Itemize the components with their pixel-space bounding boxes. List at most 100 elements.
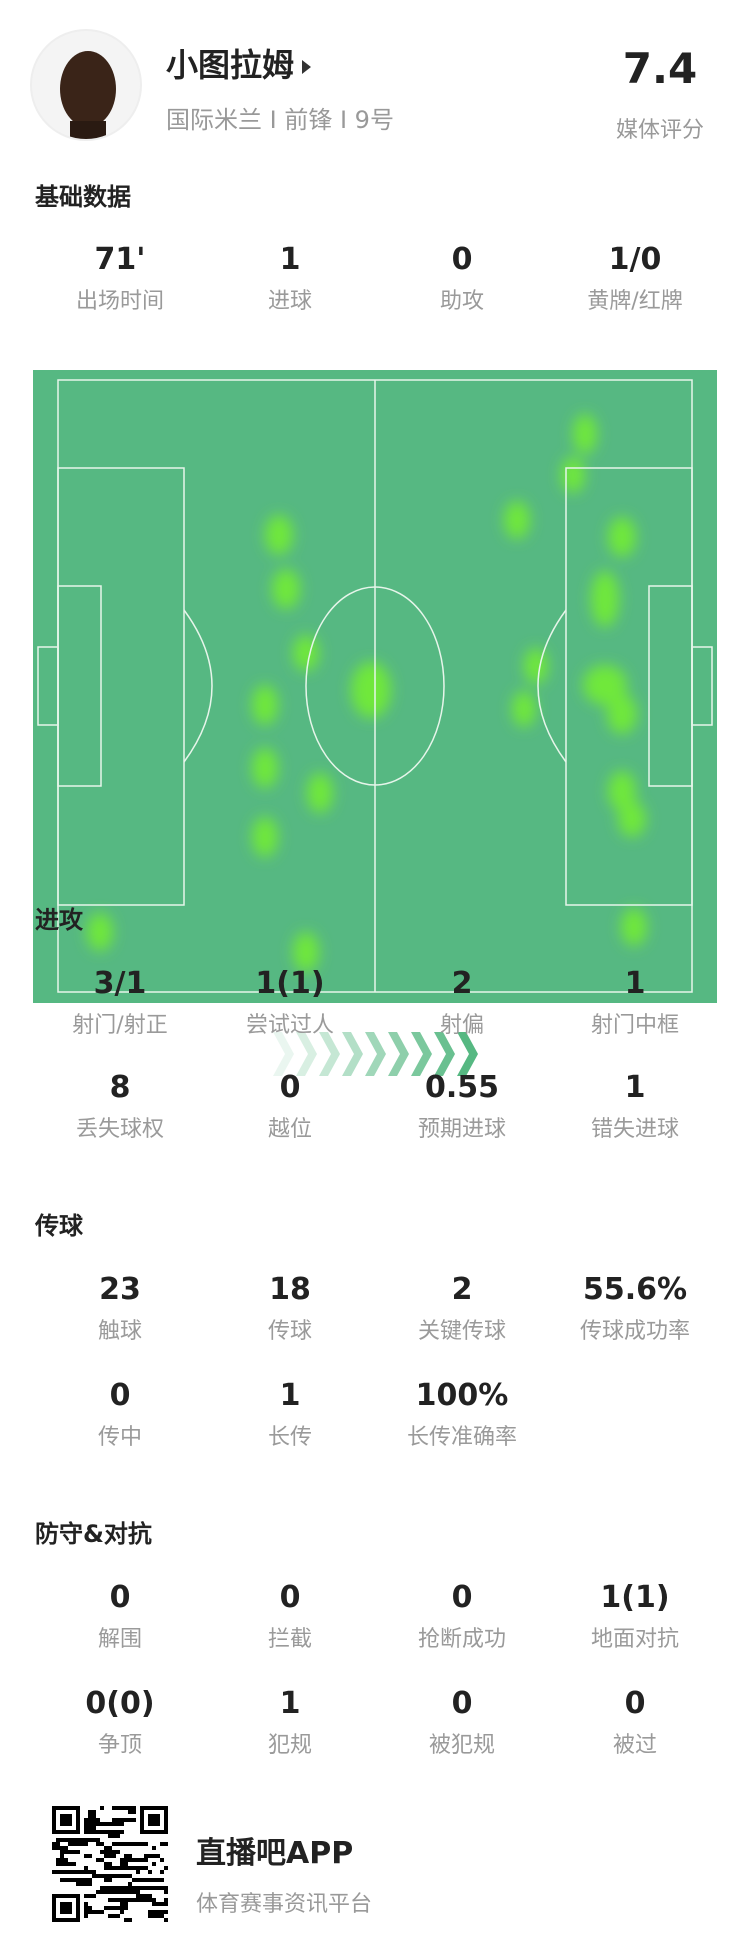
qr-code: [52, 1806, 168, 1922]
stat-value: 0.55: [424, 1070, 500, 1105]
stat-item: 18 传球: [205, 1272, 375, 1345]
stat-label: 触球: [97, 1319, 142, 1344]
stat-value: 1: [279, 1686, 301, 1721]
heat-spot: [573, 414, 597, 454]
stat-item: 1 长传: [205, 1378, 375, 1451]
heatmap-pitch: [33, 370, 717, 1076]
stat-value: 1: [624, 1070, 646, 1105]
chevron-right-icon: [296, 1032, 317, 1076]
stat-item: 0 解围: [35, 1580, 205, 1653]
player-subtitle: 国际米兰 I 前锋 I 9号: [166, 106, 394, 134]
stat-label: 争顶: [97, 1733, 142, 1758]
caret-right-icon: [302, 60, 312, 74]
stat-item: 0 助攻: [377, 242, 547, 315]
heat-spot: [293, 932, 319, 972]
heat-spot: [583, 665, 627, 705]
stat-label: 黄牌/红牌: [587, 289, 683, 314]
media-rating-label: 媒体评分: [615, 118, 704, 143]
stat-label: 解围: [97, 1627, 142, 1652]
heat-spot: [524, 648, 548, 684]
chevron-right-icon: [457, 1032, 478, 1076]
stat-item: 2 射偏: [377, 966, 547, 1039]
stat-value: 0: [451, 1580, 473, 1615]
stat-value: 55.6%: [582, 1272, 688, 1307]
stat-item: 3/1 射门/射正: [35, 966, 205, 1039]
chevron-right-icon: [365, 1032, 386, 1076]
stat-label: 进球: [267, 289, 312, 314]
stat-value: 0: [109, 1378, 131, 1413]
stat-value: 0(0): [85, 1686, 155, 1721]
stat-label: 射门中框: [590, 1013, 679, 1038]
stat-item: 0 拦截: [205, 1580, 375, 1653]
stat-label: 错失进球: [590, 1117, 679, 1142]
stat-value: 0: [624, 1686, 646, 1721]
stat-value: 0: [451, 1686, 473, 1721]
chevron-right-icon: [411, 1032, 432, 1076]
stat-label: 传球成功率: [579, 1319, 690, 1344]
stat-item: 1(1) 尝试过人: [205, 966, 375, 1039]
stat-label: 犯规: [267, 1733, 312, 1758]
stat-item: 55.6% 传球成功率: [550, 1272, 720, 1345]
heat-spot: [608, 771, 636, 811]
stat-value: 0: [451, 242, 473, 277]
stat-value: 2: [451, 1272, 473, 1307]
stat-item: 0 传中: [35, 1378, 205, 1451]
heat-spot: [504, 501, 530, 539]
stat-item: 1 射门中框: [550, 966, 720, 1039]
stat-value: 23: [99, 1272, 141, 1307]
stat-item: 1 犯规: [205, 1686, 375, 1759]
heat-spot: [252, 817, 278, 857]
player-avatar: [30, 29, 142, 141]
stat-label: 出场时间: [75, 289, 164, 314]
heat-spot: [351, 662, 391, 718]
stat-label: 越位: [267, 1117, 312, 1142]
heat-spot: [272, 569, 300, 609]
media-rating: 7.4: [622, 44, 698, 93]
chevron-right-icon: [434, 1032, 455, 1076]
player-name: 小图拉姆: [166, 46, 295, 84]
heat-spot: [252, 748, 278, 788]
stat-item: 0 被过: [550, 1686, 720, 1759]
stat-item: 71' 出场时间: [35, 242, 205, 315]
stat-item: 100% 长传准确率: [377, 1378, 547, 1451]
player-name-link[interactable]: 小图拉姆: [166, 40, 312, 86]
stat-label: 被犯规: [428, 1733, 495, 1758]
stat-label: 传中: [97, 1425, 142, 1450]
stat-value: 1: [624, 966, 646, 1001]
stat-item: 0 被犯规: [377, 1686, 547, 1759]
stat-value: 0: [279, 1580, 301, 1615]
heat-spot: [607, 694, 637, 734]
stat-value: 0: [109, 1580, 131, 1615]
stat-label: 射门/射正: [72, 1013, 168, 1038]
stat-item: 2 关键传球: [377, 1272, 547, 1345]
stat-label: 传球: [267, 1319, 312, 1344]
stat-value: 0: [279, 1070, 301, 1105]
stat-item: 23 触球: [35, 1272, 205, 1345]
heat-spot: [293, 635, 319, 671]
stat-item: 1 进球: [205, 242, 375, 315]
stat-value: 100%: [415, 1378, 509, 1413]
stat-item: 8 丢失球权: [35, 1070, 205, 1143]
attack-direction-arrows: [273, 1032, 478, 1076]
heat-spot: [591, 571, 619, 627]
section-title: 传球: [35, 1212, 83, 1240]
heat-spot: [561, 457, 585, 493]
heat-spot: [265, 515, 293, 555]
chevron-right-icon: [388, 1032, 409, 1076]
stat-item: 0 越位: [205, 1070, 375, 1143]
heat-spot: [621, 908, 647, 946]
section-title: 防守&对抗: [35, 1520, 152, 1548]
chevron-right-icon: [342, 1032, 363, 1076]
stat-label: 关键传球: [417, 1319, 506, 1344]
stat-value: 1/0: [608, 242, 662, 277]
app-name: 直播吧APP: [196, 1836, 354, 1871]
stat-value: 1: [279, 1378, 301, 1413]
stat-label: 抢断成功: [417, 1627, 506, 1652]
stat-item: 1 错失进球: [550, 1070, 720, 1143]
stat-value: 3/1: [93, 966, 147, 1001]
stat-label: 尝试过人: [245, 1013, 334, 1038]
stat-label: 长传: [267, 1425, 312, 1450]
pitch-lines: [37, 379, 713, 993]
section-title: 进攻: [35, 906, 83, 934]
app-tagline: 体育赛事资讯平台: [196, 1892, 373, 1917]
